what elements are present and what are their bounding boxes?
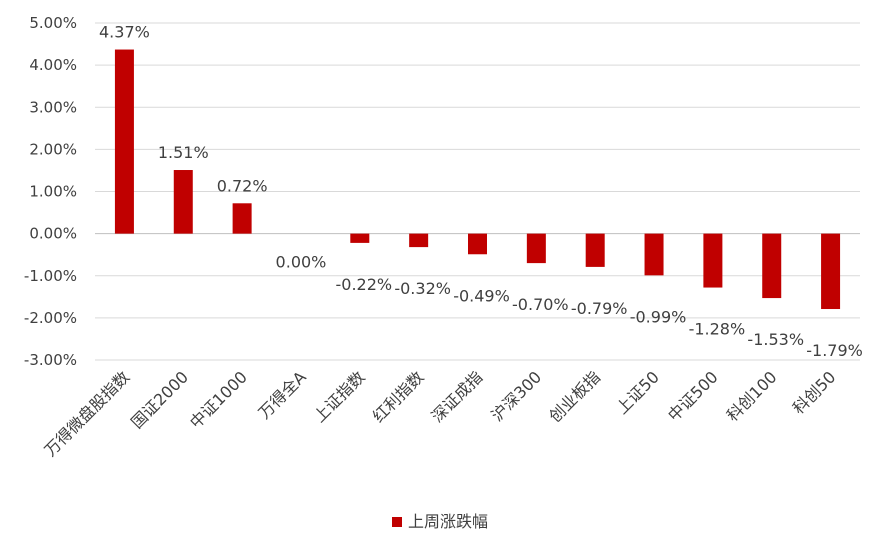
x-category-label: 万得全A: [255, 367, 310, 422]
data-label: -0.79%: [571, 299, 628, 318]
bar: [468, 233, 487, 255]
y-axis-ticks: 5.00% 4.00% 3.00% 2.00% 1.00% 0.00% -1.00% -2.0…: [24, 14, 77, 369]
bar: [585, 233, 605, 267]
legend: 上周涨跌幅: [392, 512, 488, 531]
data-label: -0.99%: [630, 307, 687, 326]
y-tick-label: -1.00%: [24, 267, 77, 285]
x-category-label: 创业板指: [545, 367, 604, 426]
y-tick-label: 0.00%: [29, 225, 77, 243]
y-tick-label: 2.00%: [29, 140, 77, 158]
bar: [526, 233, 546, 264]
data-label: 0.00%: [276, 253, 327, 272]
bar: [762, 233, 782, 299]
data-label: -0.70%: [512, 295, 569, 314]
bars: [114, 49, 841, 310]
x-category-label: 深证成指: [428, 367, 487, 426]
x-category-label: 科创100: [723, 367, 781, 425]
legend-swatch: [392, 517, 402, 527]
bar: [350, 233, 370, 243]
data-label: -0.49%: [453, 286, 510, 305]
data-label: -0.32%: [394, 279, 451, 298]
x-category-label: 红利指数: [369, 367, 428, 426]
data-label: 0.72%: [217, 176, 268, 195]
data-labels: 4.37%1.51%0.72%0.00%-0.22% -0.32% -0.49% -0…: [99, 23, 863, 360]
legend-label: 上周涨跌幅: [408, 512, 488, 531]
y-tick-label: 4.00%: [29, 56, 77, 74]
gridlines: [95, 22, 860, 361]
x-category-label: 沪深300: [488, 367, 546, 425]
y-tick-label: 5.00%: [29, 14, 77, 32]
bar: [703, 233, 723, 288]
bar: [114, 49, 134, 234]
bar: [409, 233, 429, 248]
y-tick-label: 1.00%: [29, 183, 77, 201]
bar: [232, 203, 252, 234]
data-label: -1.53%: [747, 330, 804, 349]
bar: [821, 233, 841, 310]
y-tick-label: -3.00%: [24, 351, 77, 369]
data-label: 4.37%: [99, 23, 150, 42]
y-tick-label: -2.00%: [24, 309, 77, 327]
x-category-label: 上证50: [612, 367, 662, 417]
bar: [173, 170, 193, 234]
bar: [644, 233, 664, 276]
data-label: -0.22%: [336, 275, 393, 294]
data-label: 1.51%: [158, 143, 209, 162]
data-label: -1.28%: [689, 320, 746, 339]
x-category-label: 上证指数: [310, 367, 369, 426]
x-category-label: 国证2000: [127, 367, 192, 432]
data-label: -1.79%: [806, 341, 863, 360]
x-category-label: 万得微盘股指数: [41, 367, 134, 460]
y-tick-label: 3.00%: [29, 98, 77, 116]
x-category-label: 中证1000: [186, 367, 251, 432]
x-category-label: 中证500: [664, 367, 722, 425]
x-category-label: 科创50: [789, 367, 839, 417]
